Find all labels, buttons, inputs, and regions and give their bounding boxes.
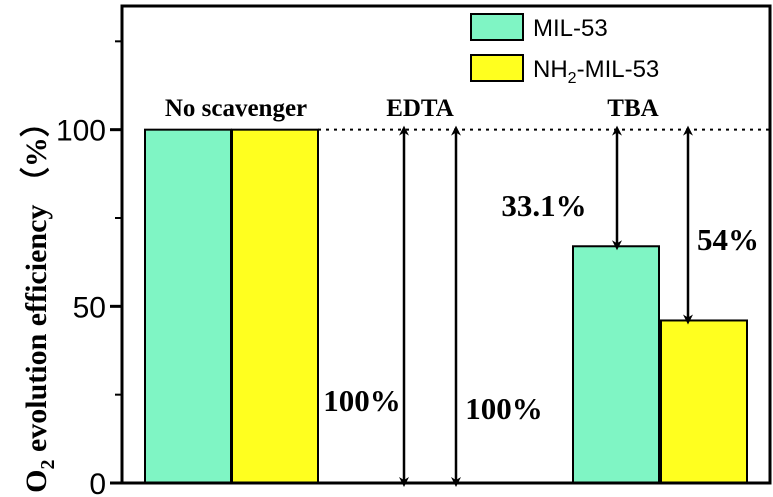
y-axis-title-rest: evolution efficiency （%）: [19, 107, 53, 459]
arrow-label: 100%: [323, 383, 401, 418]
y-axis-title-subscript: 2: [37, 460, 59, 470]
y-tick-label: 100: [56, 115, 106, 148]
y-tick-label: 50: [73, 291, 106, 324]
plot-frame: [120, 4, 772, 485]
arrow-label: 33.1%: [501, 188, 586, 223]
category-label: TBA: [607, 95, 658, 122]
legend-label: NH2-MIL-53: [533, 56, 659, 87]
category-label: No scavenger: [165, 95, 307, 122]
legend-label: MIL-53: [533, 15, 608, 42]
legend-swatch: [470, 13, 524, 41]
y-tick-label: 0: [89, 468, 106, 497]
legend-swatch: [470, 54, 524, 82]
bar: [572, 245, 660, 484]
bar: [231, 128, 319, 485]
bar: [144, 128, 232, 485]
bar: [660, 319, 748, 485]
y-axis-title-main: O: [20, 470, 53, 493]
y-axis-title: O2 evolution efficiency （%）: [19, 107, 59, 493]
category-label: EDTA: [386, 95, 454, 122]
arrow-label: 100%: [465, 391, 543, 426]
svg-text:O2 evolution efficiency （%）: O2 evolution efficiency （%）: [19, 107, 59, 493]
arrow-label: 54%: [697, 222, 759, 257]
